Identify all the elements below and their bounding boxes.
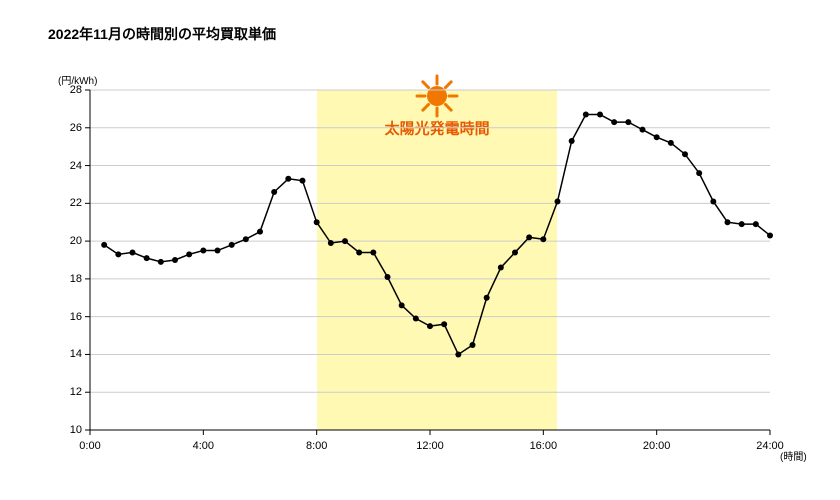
y-tick-label: 20: [70, 235, 82, 247]
x-tick-label: 8:00: [306, 440, 327, 452]
y-tick-label: 26: [70, 122, 82, 134]
y-tick-label: 10: [70, 424, 82, 436]
x-tick-label: 20:00: [643, 440, 671, 452]
line-chart: [90, 90, 770, 430]
x-tick-label: 12:00: [416, 440, 444, 452]
y-tick-label: 16: [70, 311, 82, 323]
y-tick-label: 12: [70, 386, 82, 398]
x-tick-label: 16:00: [530, 440, 558, 452]
y-tick-label: 28: [70, 84, 82, 96]
y-tick-label: 22: [70, 197, 82, 209]
y-tick-label: 24: [70, 160, 82, 172]
chart-title: 2022年11月の時間別の平均買取単価: [48, 24, 276, 44]
x-tick-label: 0:00: [79, 440, 100, 452]
x-tick-label: 24:00: [756, 440, 784, 452]
x-axis-label: (時間): [780, 448, 807, 463]
x-tick-label: 4:00: [193, 440, 214, 452]
y-tick-label: 18: [70, 273, 82, 285]
y-tick-label: 14: [70, 348, 82, 360]
chart-container: 2022年11月の時間別の平均買取単価 (円/kWh) (時間) 太陽光発電時間…: [0, 0, 840, 500]
plot-area: 太陽光発電時間: [90, 90, 770, 430]
